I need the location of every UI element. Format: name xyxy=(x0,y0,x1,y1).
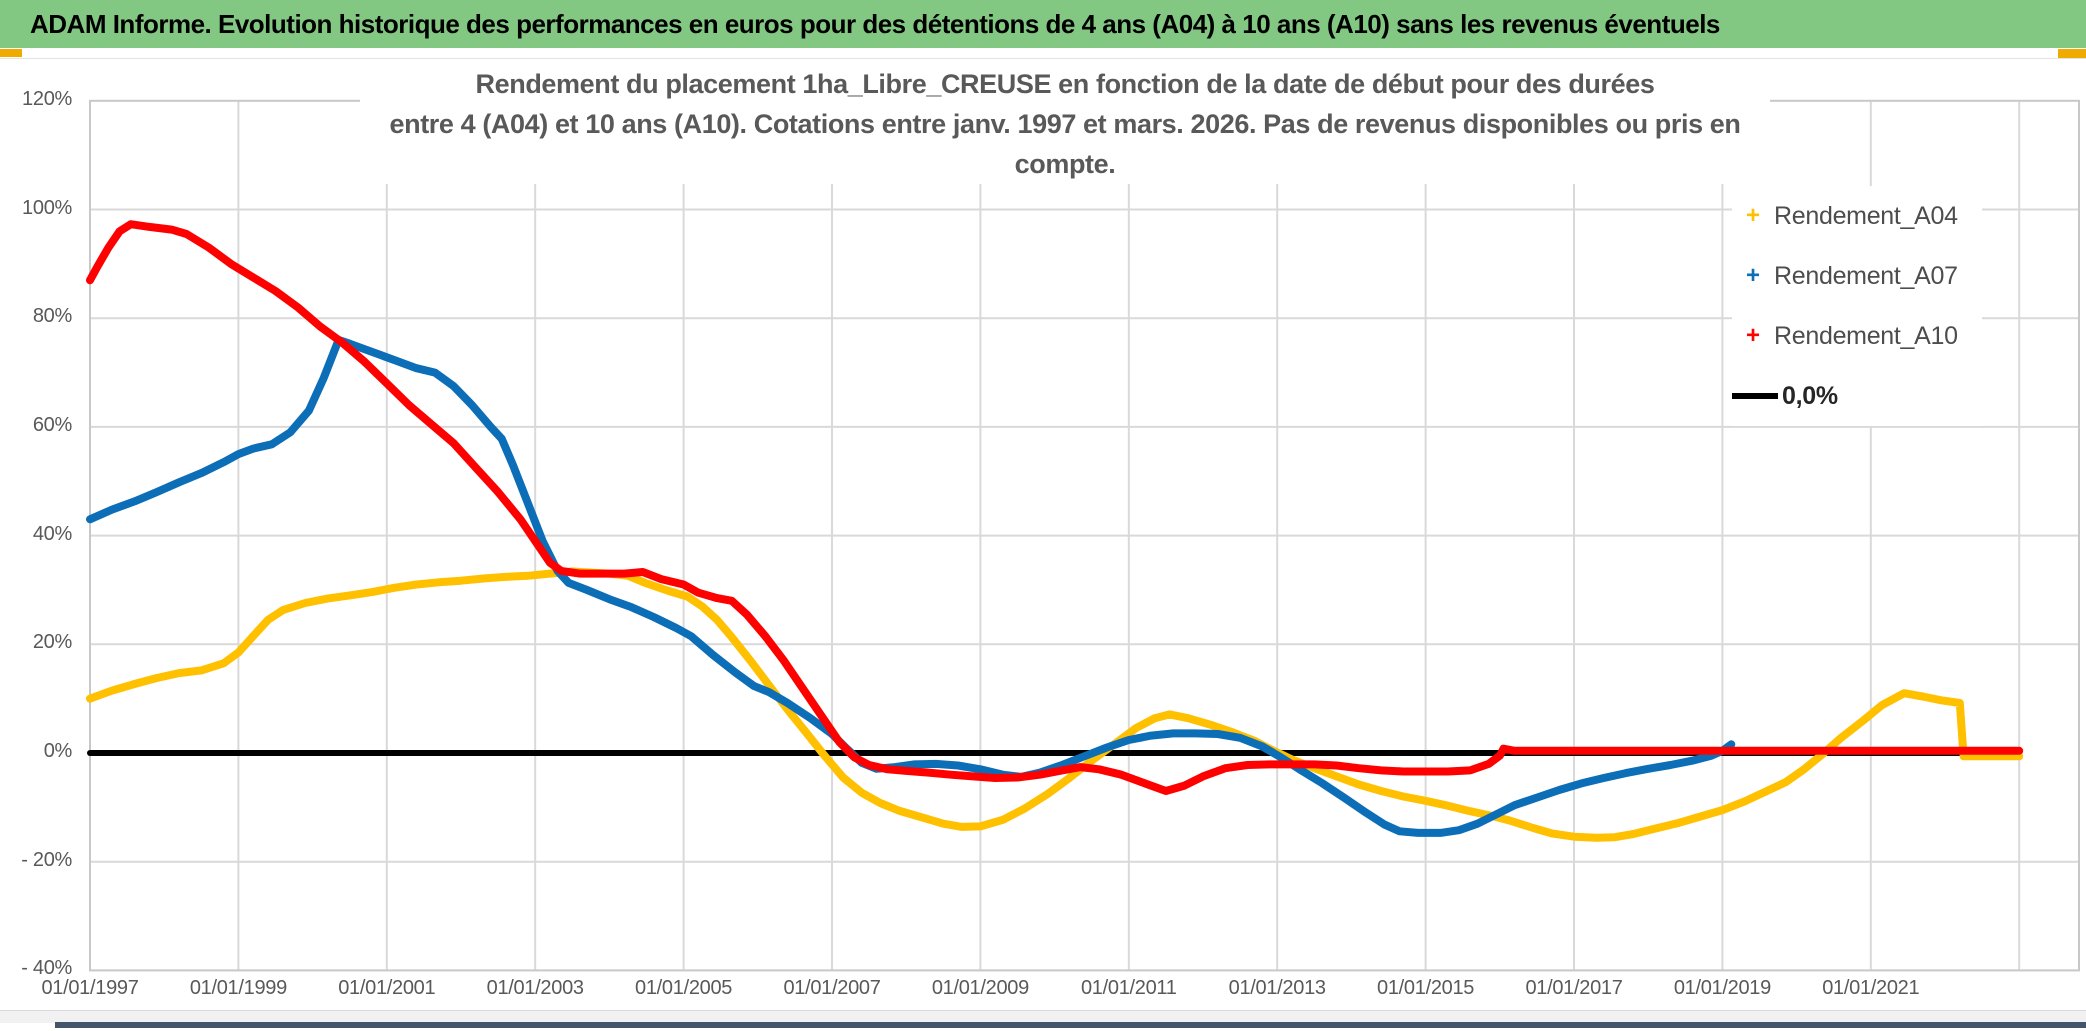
legend-item[interactable]: + Rendement_A10 xyxy=(1732,306,1982,366)
chart-title-line2: entre 4 (A04) et 10 ans (A10). Cotations… xyxy=(389,109,1741,179)
y-axis-label: 100% xyxy=(22,196,72,219)
y-axis-label: 0% xyxy=(43,740,73,762)
chart-plot xyxy=(86,99,2080,972)
x-axis-label: 01/01/1997 xyxy=(41,977,139,999)
y-axis-label: - 20% xyxy=(21,848,72,871)
x-axis-label: 01/01/2019 xyxy=(1673,977,1771,999)
header-bar: ADAM Informe. Evolution historique des p… xyxy=(0,0,2086,50)
plus-marker-icon: + xyxy=(1745,202,1760,229)
resize-handle-top-right[interactable] xyxy=(2058,49,2086,58)
y-axis-label: 20% xyxy=(32,631,72,654)
y-axis-label: 40% xyxy=(32,522,72,545)
plus-marker-icon: + xyxy=(1745,262,1760,289)
x-axis-label: 01/01/2017 xyxy=(1525,977,1623,999)
x-axis-label: 01/01/2009 xyxy=(931,977,1029,999)
y-axis-label: - 40% xyxy=(21,957,72,980)
legend-item[interactable]: + Rendement_A04 xyxy=(1732,186,1982,246)
series-Rendement_A10 xyxy=(86,220,2024,795)
header-divider xyxy=(0,58,2086,59)
x-axis-label: 01/01/2005 xyxy=(635,977,733,999)
series-Rendement_A04 xyxy=(86,567,2024,842)
y-axis-label: 120% xyxy=(22,87,72,110)
bottom-divider-bar xyxy=(55,1022,2086,1028)
x-axis-label: 01/01/2013 xyxy=(1228,977,1326,999)
legend[interactable]: + Rendement_A04 + Rendement_A07 + Rendement_A… xyxy=(1732,186,1982,426)
legend-label: Rendement_A10 xyxy=(1774,321,1958,350)
x-axis-label: 01/01/2003 xyxy=(486,977,584,999)
x-axis-label: 01/01/2007 xyxy=(783,977,881,999)
y-axis-label: 80% xyxy=(32,305,72,328)
legend-label: Rendement_A07 xyxy=(1774,261,1958,290)
zero-line-sample-icon xyxy=(1732,393,1778,399)
chart-title: Rendement du placement 1ha_Libre_CREUSE … xyxy=(360,64,1770,184)
plus-marker-icon: + xyxy=(1745,322,1760,349)
legend-label: 0,0% xyxy=(1782,381,1838,410)
x-axis-label: 01/01/2015 xyxy=(1377,977,1475,999)
y-axis-label: 60% xyxy=(32,413,72,436)
bottom-strip xyxy=(0,1010,2086,1023)
series-Rendement_A07 xyxy=(86,335,1736,837)
x-axis-label: 01/01/2021 xyxy=(1822,977,1920,999)
resize-handle-top-left[interactable] xyxy=(0,49,22,57)
page-title: ADAM Informe. Evolution historique des p… xyxy=(30,8,1720,39)
x-axis-label: 01/01/2001 xyxy=(338,977,436,999)
legend-label: Rendement_A04 xyxy=(1774,201,1958,230)
x-axis-label: 01/01/1999 xyxy=(189,977,287,999)
legend-item[interactable]: + Rendement_A07 xyxy=(1732,246,1982,306)
chart-title-line1: Rendement du placement 1ha_Libre_CREUSE … xyxy=(475,69,1655,99)
chart-area[interactable] xyxy=(0,60,2086,1010)
x-axis-label: 01/01/2011 xyxy=(1080,977,1177,999)
legend-item[interactable]: 0,0% xyxy=(1732,366,1982,426)
